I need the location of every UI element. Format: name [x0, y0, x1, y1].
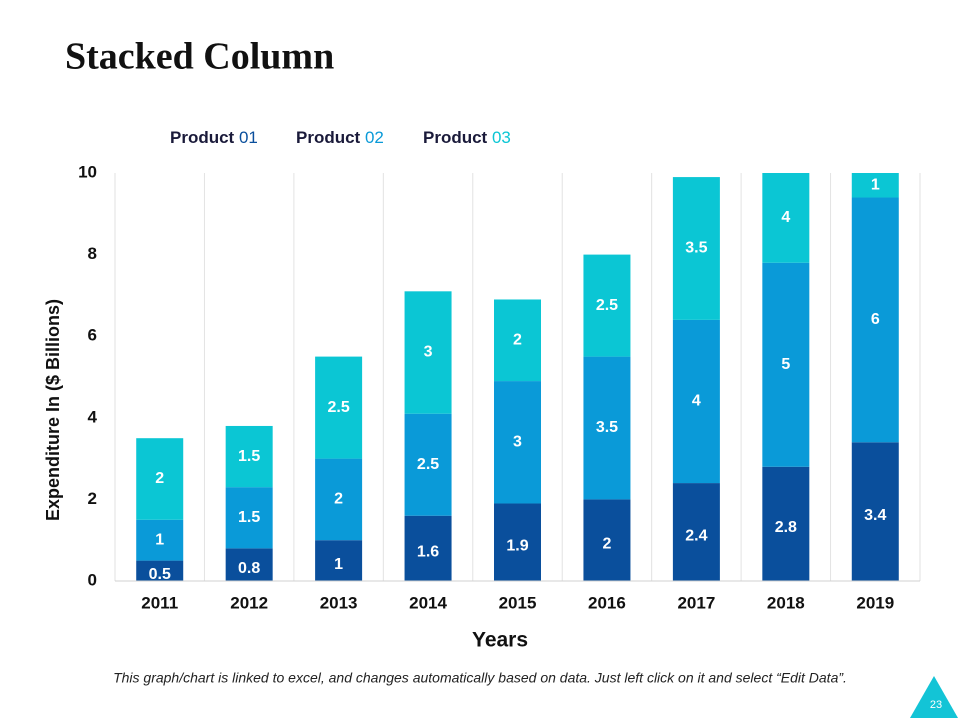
- data-label: 6: [871, 311, 880, 328]
- data-label: 0.8: [238, 560, 260, 577]
- data-label: 1: [871, 176, 880, 193]
- data-label: 1.5: [238, 509, 260, 526]
- x-tick-label: 2018: [767, 593, 805, 612]
- footnote: This graph/chart is linked to excel, and…: [113, 670, 847, 686]
- data-label: 0.5: [149, 566, 171, 583]
- data-label: 1.9: [506, 537, 528, 554]
- data-label: 2.5: [327, 399, 349, 416]
- x-axis-title: Years: [472, 629, 528, 652]
- data-label: 2.4: [685, 527, 707, 544]
- x-tick-label: 2012: [230, 593, 268, 612]
- x-tick-label: 2019: [856, 593, 894, 612]
- data-label: 1.5: [238, 448, 260, 465]
- y-tick-label: 8: [88, 244, 97, 263]
- bar-segment: [494, 381, 541, 504]
- data-label: 3.4: [864, 507, 886, 524]
- legend-entry: Product 01: [170, 128, 258, 147]
- y-tick-label: 6: [88, 326, 97, 345]
- bar-segment: [672, 177, 720, 320]
- data-label: 2: [155, 470, 164, 487]
- y-tick-label: 4: [88, 407, 98, 426]
- bar-segment: [225, 487, 273, 549]
- data-label: 1.6: [417, 544, 439, 561]
- bar-segment: [851, 442, 899, 581]
- bar-segment: [762, 466, 810, 581]
- bar-segment: [404, 291, 452, 414]
- bar-segment: [494, 503, 541, 581]
- bar-segment: [225, 425, 273, 488]
- bar-segment: [851, 197, 899, 443]
- slide-title: Stacked Column: [65, 36, 334, 78]
- data-label: 2.8: [775, 519, 797, 536]
- data-label: 2.5: [596, 297, 618, 314]
- bar-segment: [672, 319, 720, 484]
- bar-segment: [762, 262, 810, 467]
- data-label: 1: [334, 556, 343, 573]
- bar-segment: [315, 356, 363, 459]
- x-tick-label: 2017: [677, 593, 715, 612]
- bar-segment: [136, 560, 184, 581]
- data-label: 5: [781, 356, 790, 373]
- legend-entry: Product 03: [423, 128, 511, 147]
- page-number: 23: [930, 699, 942, 711]
- bar-segment: [494, 299, 541, 382]
- x-tick-label: 2015: [499, 593, 537, 612]
- x-tick-label: 2014: [409, 593, 447, 612]
- y-tick-label: 2: [88, 489, 97, 508]
- y-tick-label: 10: [78, 162, 97, 181]
- legend-entry: Product 02: [296, 128, 384, 147]
- data-label: 4: [781, 209, 790, 226]
- data-label: 2: [602, 535, 611, 552]
- bar-segment: [225, 548, 273, 581]
- data-label: 1: [155, 531, 164, 548]
- bar-segment: [136, 519, 184, 561]
- data-label: 3: [424, 344, 433, 361]
- bar-segment: [583, 254, 631, 357]
- data-label: 3: [513, 433, 522, 450]
- x-tick-label: 2013: [320, 593, 358, 612]
- data-label: 3.5: [596, 419, 618, 436]
- data-label: 4: [692, 393, 701, 410]
- bar-segment: [404, 515, 452, 581]
- bar-segment: [762, 173, 810, 263]
- bar-segment: [583, 499, 631, 581]
- y-axis-title: Expenditure In ($ Billions): [43, 299, 63, 521]
- bars: [136, 173, 899, 581]
- bar-segment: [672, 483, 720, 581]
- data-label: 3.5: [685, 240, 707, 257]
- data-label: 2.5: [417, 456, 439, 473]
- x-tick-label: 2011: [141, 593, 178, 612]
- bar-segment: [315, 540, 363, 581]
- data-label: 2: [334, 491, 343, 508]
- page-badge: [910, 676, 958, 718]
- bar-segment: [583, 356, 631, 500]
- bar-segment: [315, 458, 363, 541]
- x-tick-label: 2016: [588, 593, 626, 612]
- bar-segment: [136, 438, 184, 520]
- bar-segment: [851, 173, 899, 198]
- data-label: 2: [513, 331, 522, 348]
- y-tick-label: 0: [88, 570, 97, 589]
- bar-segment: [404, 413, 452, 516]
